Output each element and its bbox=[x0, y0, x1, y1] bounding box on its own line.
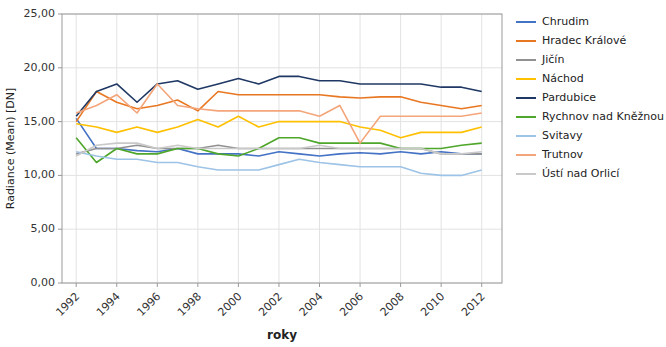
legend-label: Svitavy bbox=[542, 129, 583, 142]
y-tick bbox=[58, 67, 62, 68]
x-axis-label: roky bbox=[267, 328, 297, 342]
x-tick bbox=[400, 283, 401, 287]
legend-label: Pardubice bbox=[542, 91, 596, 104]
y-axis: 0,00 5,00 10,00 15,00 20,00 25,00 bbox=[24, 7, 63, 289]
legend-label: Hradec Králové bbox=[542, 34, 627, 47]
x-tick-label: 1996 bbox=[134, 290, 163, 319]
x-tick-label: 1994 bbox=[94, 290, 123, 319]
legend-swatch bbox=[516, 173, 536, 175]
x-tick-label: 2010 bbox=[418, 290, 447, 319]
series-lines bbox=[76, 76, 482, 175]
series-line bbox=[76, 143, 482, 156]
y-tick-label: 5,00 bbox=[31, 222, 56, 235]
x-tick bbox=[278, 283, 279, 287]
x-tick bbox=[76, 283, 77, 287]
series-line bbox=[76, 116, 482, 138]
legend-swatch bbox=[516, 97, 536, 99]
x-tick-label: 2000 bbox=[216, 290, 245, 319]
y-tick-label: 15,00 bbox=[24, 115, 56, 128]
x-tick-label: 2012 bbox=[459, 290, 488, 319]
y-tick-label: 10,00 bbox=[24, 168, 56, 181]
x-tick-label: 1998 bbox=[175, 290, 204, 319]
legend-swatch bbox=[516, 78, 536, 80]
x-tick-label: 2008 bbox=[378, 290, 407, 319]
legend-label: Jičín bbox=[541, 53, 564, 66]
series-line bbox=[76, 84, 482, 143]
legend-swatch bbox=[516, 40, 536, 42]
x-tick bbox=[441, 283, 442, 287]
x-tick-label: 2002 bbox=[256, 290, 285, 319]
x-tick bbox=[157, 283, 158, 287]
legend-swatch bbox=[516, 135, 536, 137]
x-tick bbox=[238, 283, 239, 287]
legend-swatch bbox=[516, 154, 536, 156]
legend-label: Rychnov nad Kněžnou bbox=[542, 110, 664, 123]
x-tick-label: 2004 bbox=[297, 290, 326, 319]
y-tick bbox=[58, 14, 62, 15]
legend-label: Náchod bbox=[542, 72, 584, 85]
x-tick bbox=[197, 283, 198, 287]
plot-frame bbox=[62, 14, 502, 283]
chart: 0,00 5,00 10,00 15,00 20,00 25,00 1992 1994 1996… bbox=[0, 0, 666, 347]
series-line bbox=[76, 152, 482, 176]
legend-label: Ústí nad Orlicí bbox=[542, 167, 620, 180]
x-tick bbox=[319, 283, 320, 287]
x-tick-label: 2006 bbox=[337, 290, 366, 319]
x-tick bbox=[481, 283, 482, 287]
y-tick-label: 0,00 bbox=[31, 276, 56, 289]
x-tick bbox=[116, 283, 117, 287]
legend: Chrudim Hradec Králové Jičín Náchod Pardubic… bbox=[516, 15, 664, 180]
x-tick bbox=[360, 283, 361, 287]
series-line bbox=[76, 145, 482, 154]
y-tick bbox=[58, 175, 62, 176]
legend-swatch bbox=[516, 116, 536, 118]
legend-swatch bbox=[516, 21, 536, 23]
legend-label: Trutnov bbox=[541, 148, 584, 161]
y-tick bbox=[58, 229, 62, 230]
grid-line-y bbox=[62, 67, 502, 68]
grid bbox=[62, 14, 502, 283]
series-line bbox=[76, 91, 482, 121]
grid-line-x bbox=[76, 14, 77, 283]
x-tick-label: 1992 bbox=[53, 290, 82, 319]
y-axis-label: Radiance (Mean) [DN] bbox=[4, 88, 17, 210]
x-axis: 1992 1994 1996 1998 2000 2002 2004 2006 2008 2010… bbox=[53, 283, 488, 319]
grid-line-x bbox=[481, 14, 482, 283]
legend-label: Chrudim bbox=[542, 15, 589, 28]
y-tick bbox=[58, 121, 62, 122]
legend-swatch bbox=[516, 59, 536, 61]
y-tick bbox=[58, 283, 62, 284]
grid-line-y bbox=[62, 229, 502, 230]
y-tick-label: 25,00 bbox=[24, 7, 56, 20]
y-tick-label: 20,00 bbox=[24, 61, 56, 74]
